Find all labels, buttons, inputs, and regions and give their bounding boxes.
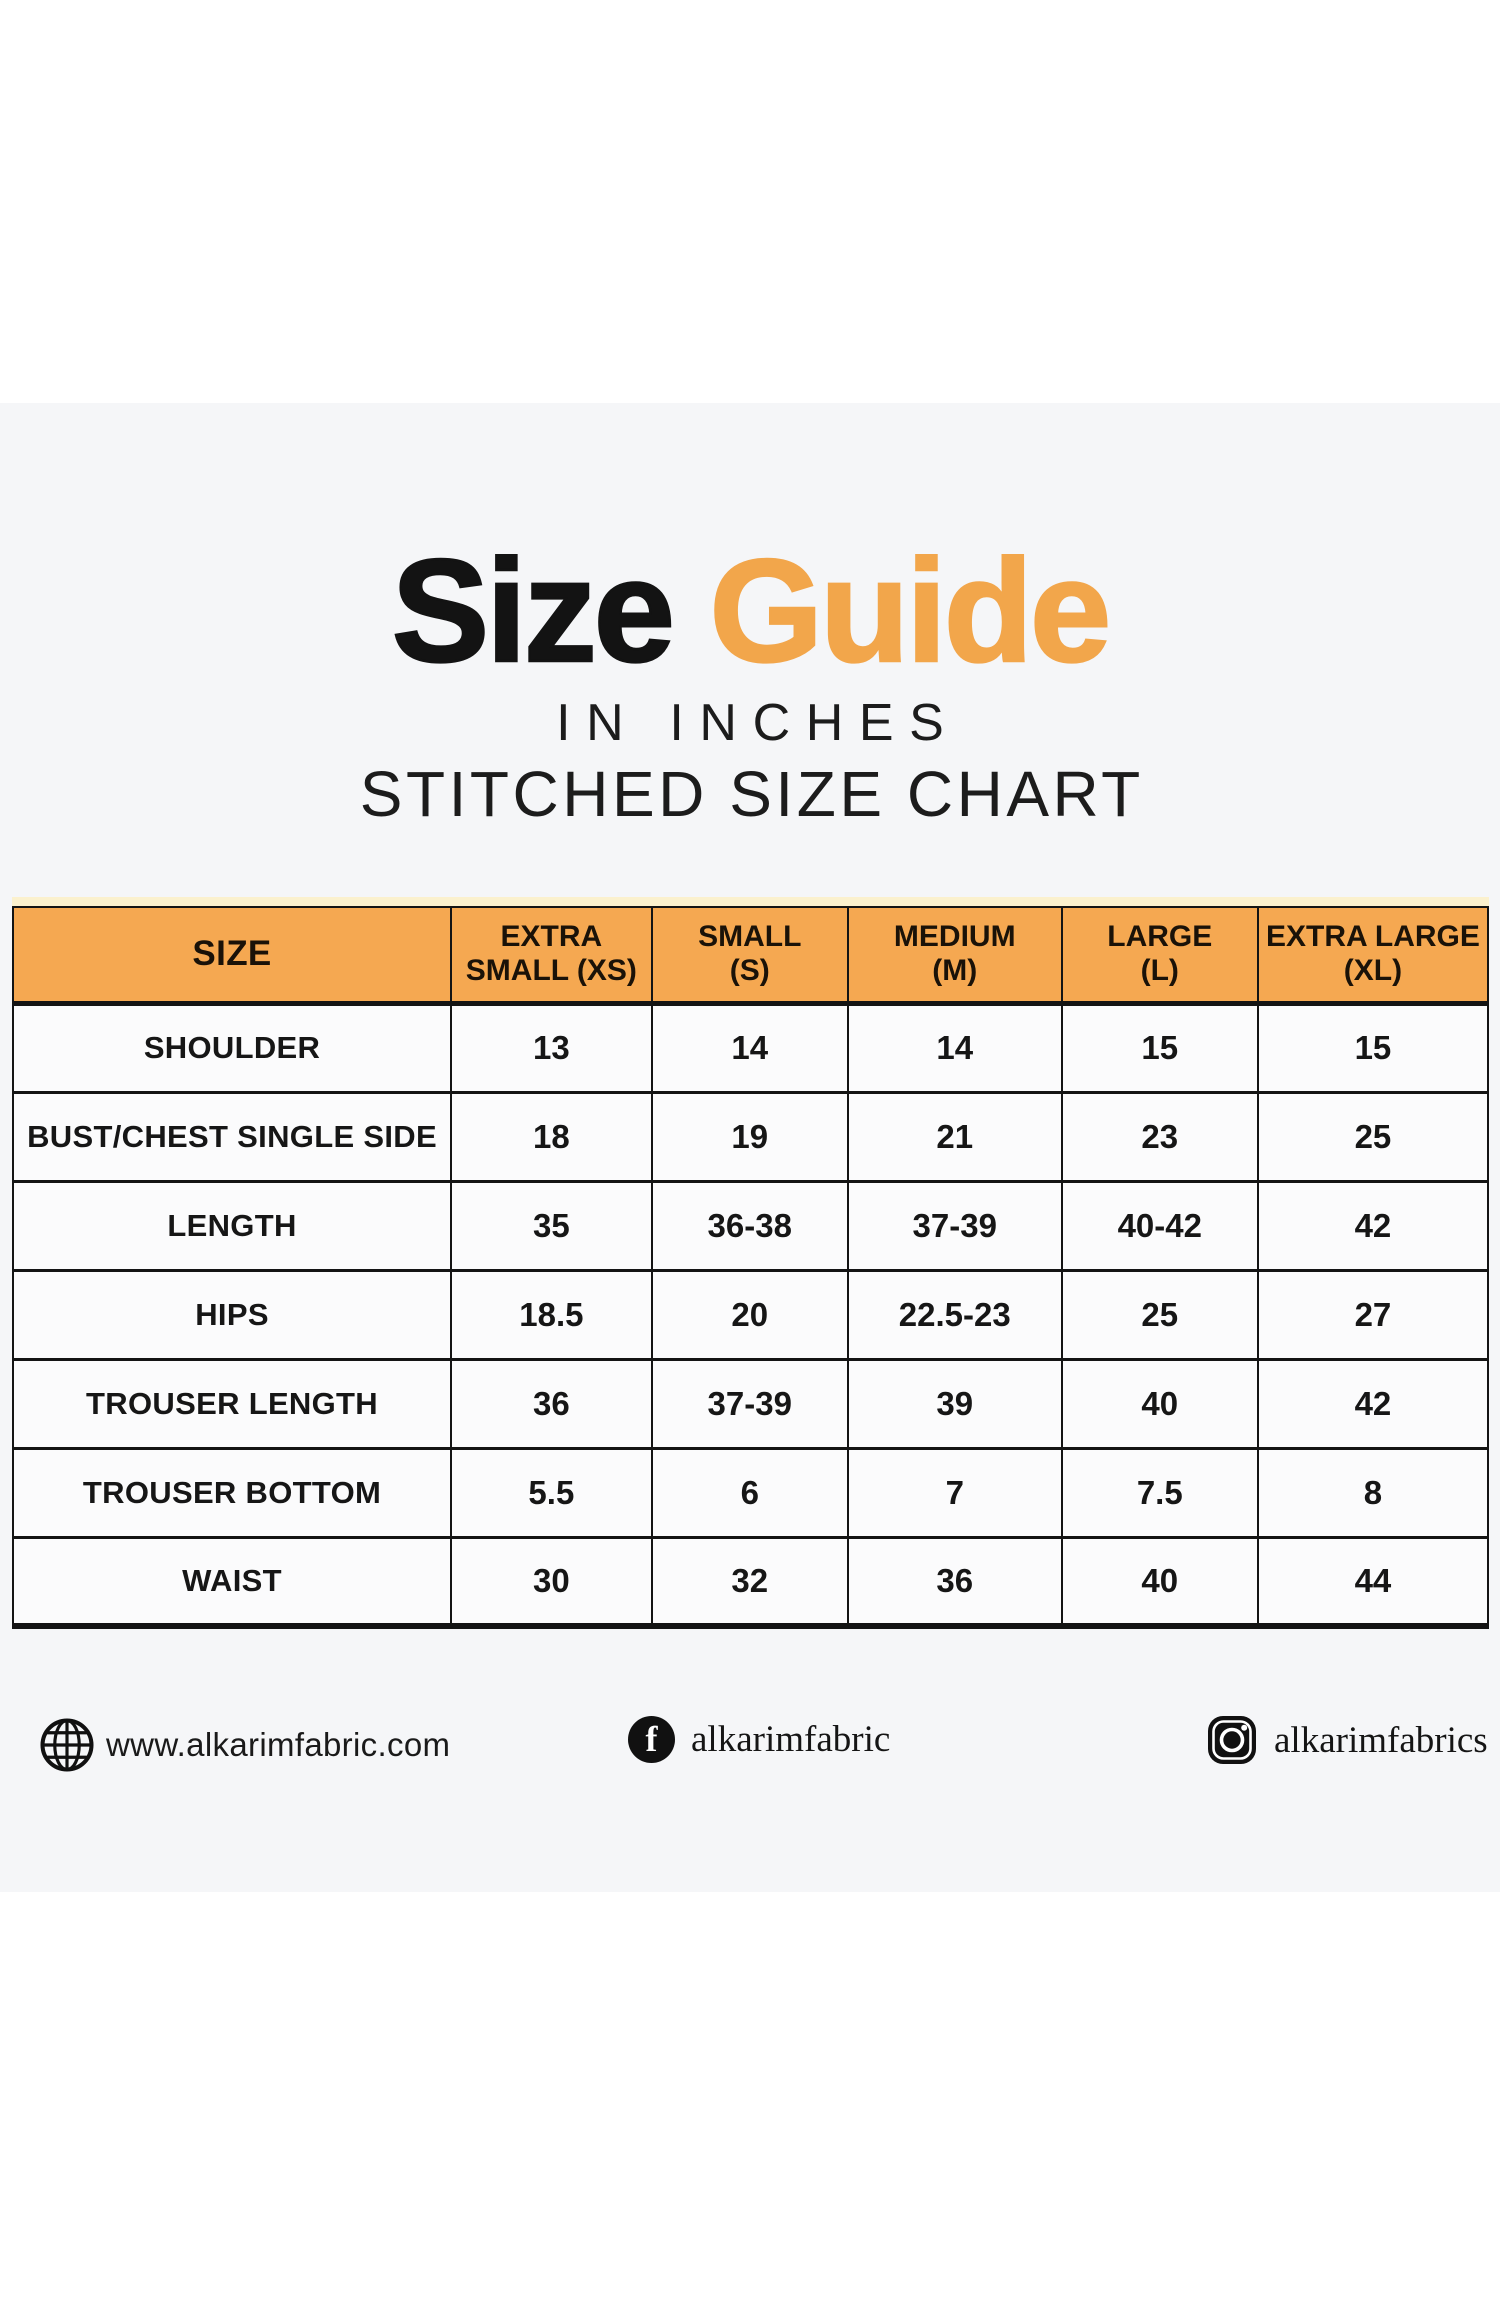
- footer-facebook: f alkarimfabric: [628, 1716, 890, 1763]
- instagram-icon: [1206, 1714, 1258, 1766]
- cell: 36: [450, 1357, 653, 1450]
- cell: 25: [1060, 1268, 1259, 1361]
- cell: 14: [846, 1000, 1063, 1094]
- subtitle-in-inches: IN INCHES: [556, 694, 960, 752]
- cell: 42: [1256, 1179, 1490, 1272]
- cell: 36-38: [650, 1179, 849, 1272]
- cell: 40-42: [1060, 1179, 1259, 1272]
- cell: 39: [846, 1357, 1063, 1450]
- cell: 32: [650, 1535, 849, 1629]
- cell: 37-39: [846, 1179, 1063, 1272]
- cell: 20: [650, 1268, 849, 1361]
- cell: 30: [450, 1535, 653, 1629]
- cell: 18: [450, 1090, 653, 1183]
- cell: 7: [846, 1446, 1063, 1539]
- cell: 15: [1060, 1000, 1259, 1094]
- cell: 7.5: [1060, 1446, 1259, 1539]
- instagram-handle: alkarimfabrics: [1274, 1719, 1488, 1761]
- row-label: BUST/CHEST SINGLE SIDE: [11, 1090, 453, 1183]
- cell: 25: [1256, 1090, 1490, 1183]
- col-header-size: SIZE: [11, 906, 453, 1006]
- footer-website: www.alkarimfabric.com: [38, 1716, 450, 1774]
- footer-instagram: alkarimfabrics: [1206, 1714, 1488, 1766]
- cell: 19: [650, 1090, 849, 1183]
- title-word-size: Size: [391, 529, 710, 692]
- table-top-cream-strip: [12, 897, 1489, 906]
- cell: 5.5: [450, 1446, 653, 1539]
- table-row-waist: WAIST 30 32 36 40 44: [11, 1535, 1490, 1629]
- size-chart-table: SIZE EXTRA SMALL (XS) SMALL (S) MEDIUM (M) …: [11, 906, 1490, 1629]
- header-row: SIZE EXTRA SMALL (XS) SMALL (S) MEDIUM (M) …: [11, 906, 1490, 1006]
- row-label: WAIST: [11, 1535, 453, 1629]
- table-row-hips: HIPS 18.5 20 22.5-23 25 27: [11, 1268, 1490, 1361]
- facebook-handle: alkarimfabric: [691, 1719, 891, 1760]
- cell: 44: [1256, 1535, 1490, 1629]
- table-row-trouser-bottom: TROUSER BOTTOM 5.5 6 7 7.5 8: [11, 1446, 1490, 1539]
- col-header-large: LARGE (L): [1060, 906, 1259, 1006]
- cell: 23: [1060, 1090, 1259, 1183]
- cell: 36: [846, 1535, 1063, 1629]
- page-title: Size Guide: [0, 536, 1500, 685]
- col-header-small: SMALL (S): [650, 906, 849, 1006]
- cell: 35: [450, 1179, 653, 1272]
- cell: 27: [1256, 1268, 1490, 1361]
- row-label: LENGTH: [11, 1179, 453, 1272]
- cell: 8: [1256, 1446, 1490, 1539]
- row-label: TROUSER BOTTOM: [11, 1446, 453, 1539]
- col-header-extra-small: EXTRA SMALL (XS): [450, 906, 653, 1006]
- row-label: SHOULDER: [11, 1000, 453, 1094]
- row-label: TROUSER LENGTH: [11, 1357, 453, 1450]
- globe-icon: [38, 1716, 96, 1774]
- cell: 14: [650, 1000, 849, 1094]
- cell: 21: [846, 1090, 1063, 1183]
- cell: 22.5-23: [846, 1268, 1063, 1361]
- table-row-trouser-length: TROUSER LENGTH 36 37-39 39 40 42: [11, 1357, 1490, 1450]
- cell: 37-39: [650, 1357, 849, 1450]
- website-url: www.alkarimfabric.com: [106, 1726, 451, 1763]
- cell: 15: [1256, 1000, 1490, 1094]
- table-row-length: LENGTH 35 36-38 37-39 40-42 42: [11, 1179, 1490, 1272]
- cell: 42: [1256, 1357, 1490, 1450]
- table-row-shoulder: SHOULDER 13 14 14 15 15: [11, 1000, 1490, 1094]
- cell: 40: [1060, 1535, 1259, 1629]
- col-header-medium: MEDIUM (M): [846, 906, 1063, 1006]
- cell: 18.5: [450, 1268, 653, 1361]
- row-label: HIPS: [11, 1268, 453, 1361]
- cell: 6: [650, 1446, 849, 1539]
- facebook-icon: f: [628, 1716, 675, 1763]
- title-word-guide: Guide: [708, 529, 1112, 692]
- subtitle-stitched-size-chart: STITCHED SIZE CHART: [359, 758, 1144, 830]
- table-row-bust-chest: BUST/CHEST SINGLE SIDE 18 19 21 23 25: [11, 1090, 1490, 1183]
- cell: 13: [450, 1000, 653, 1094]
- cell: 40: [1060, 1357, 1259, 1450]
- size-chart: SIZE EXTRA SMALL (XS) SMALL (S) MEDIUM (M) …: [11, 897, 1490, 1629]
- col-header-extra-large: EXTRA LARGE (XL): [1256, 906, 1490, 1006]
